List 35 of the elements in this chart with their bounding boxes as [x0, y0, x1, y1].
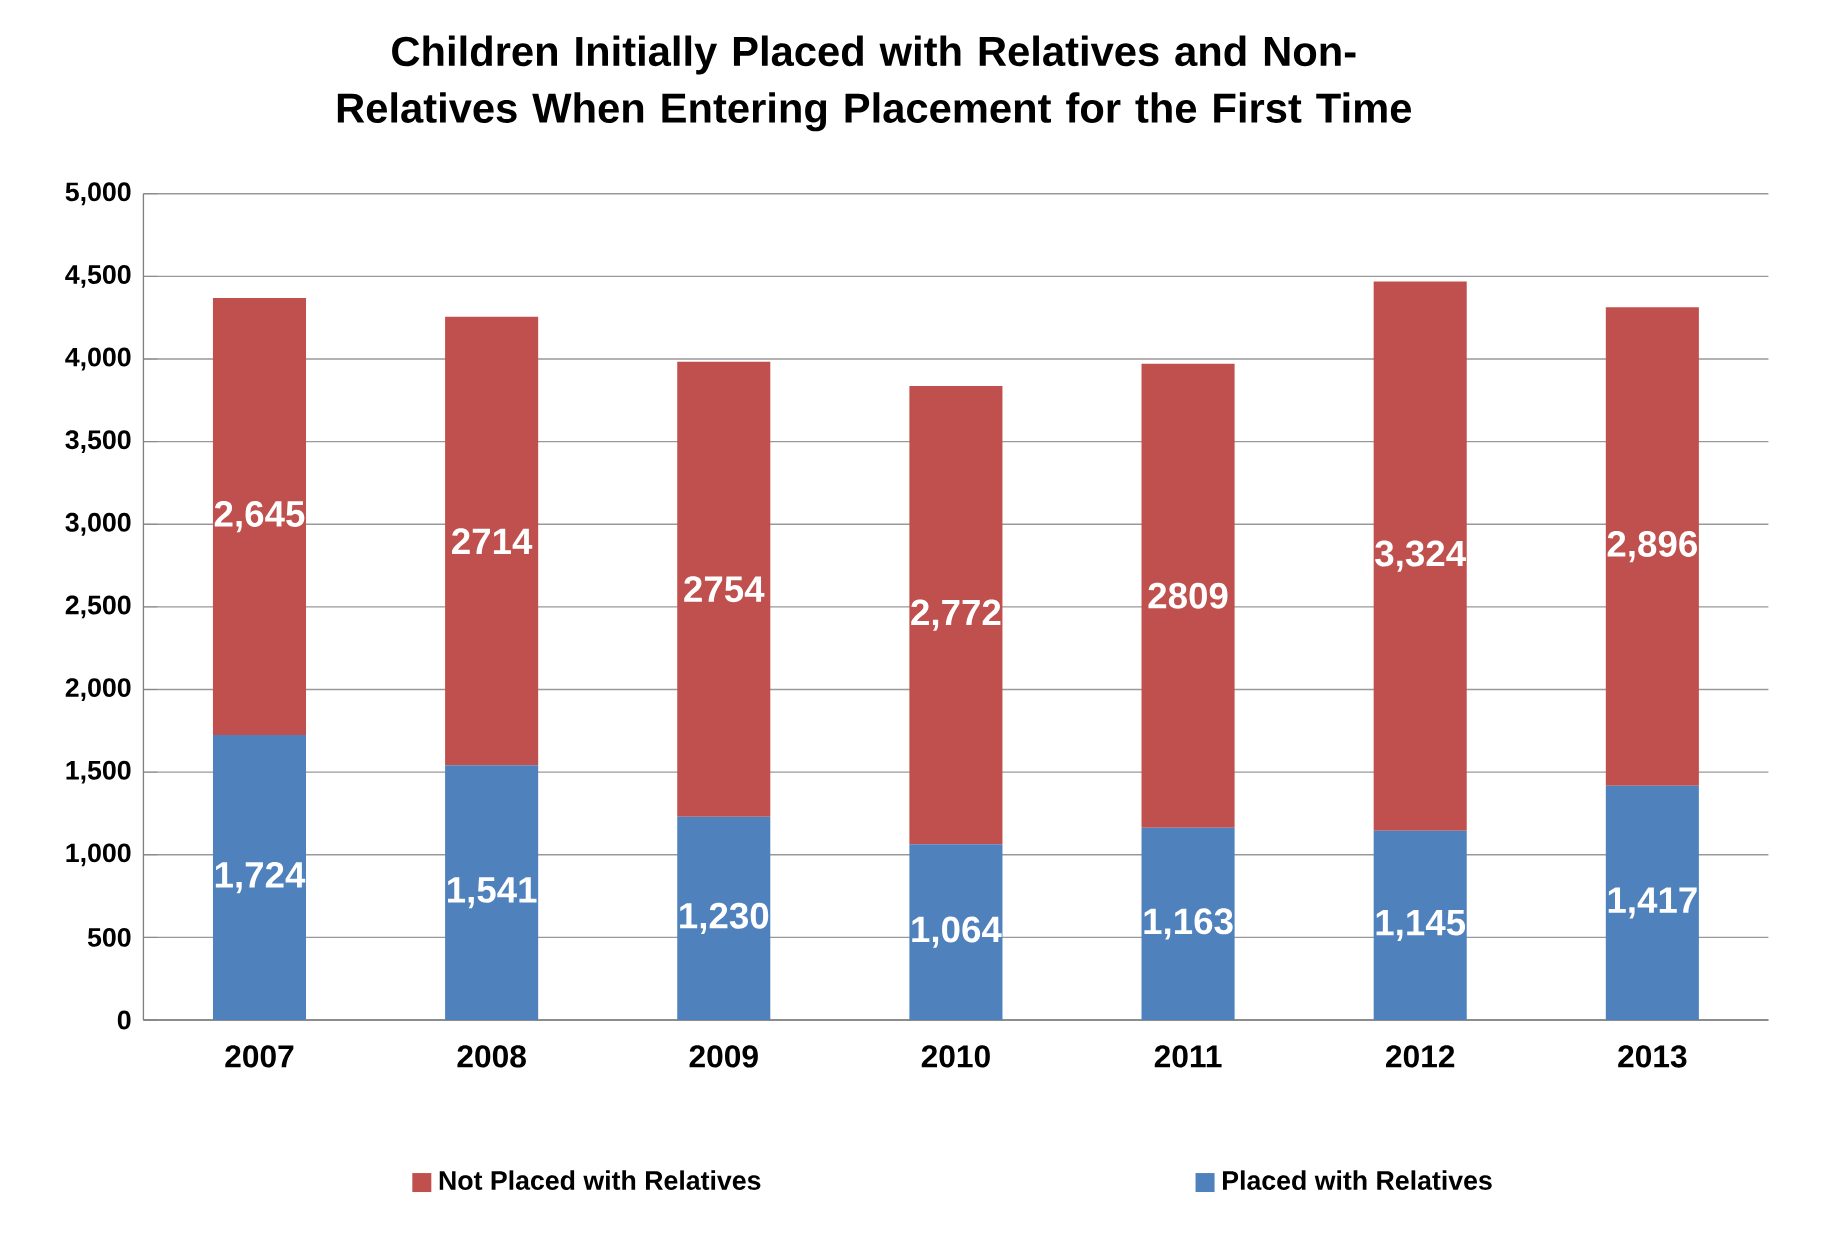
data-label: 2714 — [452, 528, 533, 554]
data-label: 1,163 — [1144, 908, 1233, 940]
data-label: 2754 — [684, 576, 765, 603]
data-label: 1,541 — [447, 877, 537, 909]
legend-label: Placed with Relatives — [1223, 1170, 1492, 1190]
x-tick-label: 2012 — [1386, 1045, 1455, 1068]
x-tick-label: 2008 — [457, 1045, 526, 1068]
x-tick-label: 2011 — [1154, 1045, 1222, 1068]
x-tick-label: 2007 — [225, 1045, 294, 1068]
data-label: 2,645 — [214, 500, 305, 533]
x-tick-label: 2009 — [689, 1045, 758, 1068]
x-tick-label: 2013 — [1618, 1045, 1687, 1068]
y-tick-label: 4,500 — [65, 264, 131, 288]
data-label: 2,772 — [911, 599, 1001, 631]
y-tick-label: 5,000 — [65, 182, 131, 206]
y-tick-label: 4,000 — [65, 347, 131, 371]
y-tick-label: 2,500 — [65, 595, 131, 619]
data-label: 1,145 — [1376, 909, 1466, 941]
chart-title: Children Initially Placed with Relatives and Non-Relatives When Entering Placement for the First Time — [337, 35, 1412, 132]
data-label: 2809 — [1148, 582, 1228, 609]
y-tick-label: 3,000 — [65, 512, 131, 536]
data-label: 2,896 — [1607, 530, 1697, 563]
data-label: 1,230 — [680, 902, 769, 935]
y-tick-label: 2,000 — [65, 678, 131, 701]
x-tick-label: 2010 — [921, 1045, 990, 1068]
data-label: 1,417 — [1608, 887, 1697, 919]
data-label: 1,064 — [912, 916, 1002, 948]
y-tick-label: 3,500 — [65, 430, 131, 454]
y-tick-label: 0 — [117, 1010, 131, 1030]
y-tick-label: 1,000 — [66, 843, 131, 867]
y-tick-label: 1,500 — [66, 760, 131, 784]
data-label: 3,324 — [1375, 540, 1466, 572]
y-tick-label: 500 — [87, 927, 131, 947]
data-label: 1,724 — [215, 861, 306, 894]
legend-label: Not Placed with Relatives — [439, 1170, 761, 1190]
